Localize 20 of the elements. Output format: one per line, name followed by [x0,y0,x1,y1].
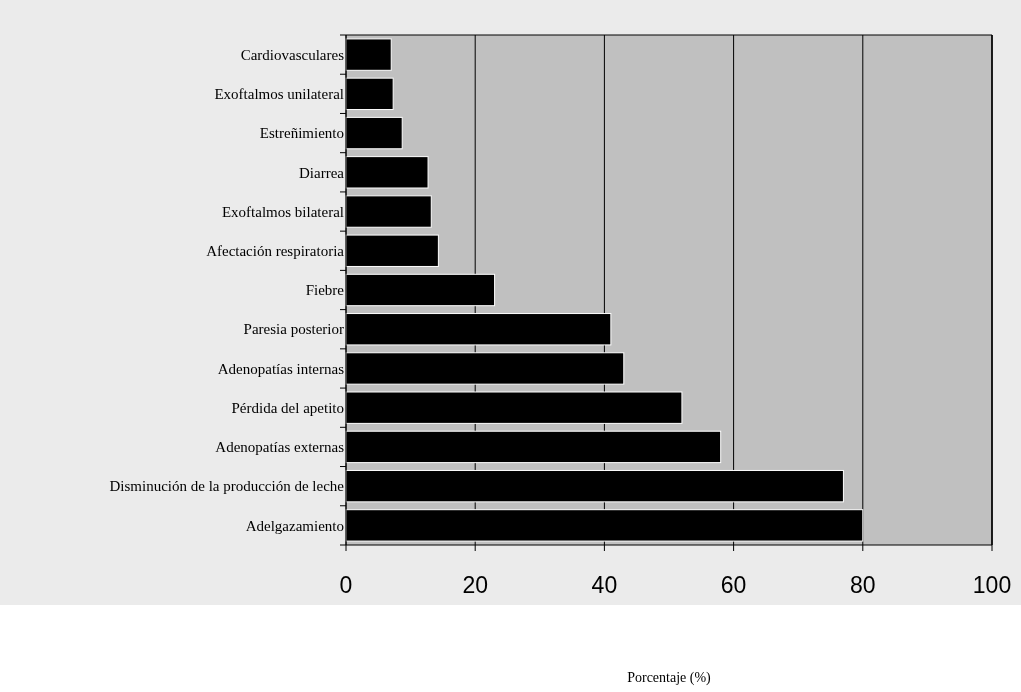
y-tick-label: Afectación respiratoria [206,243,345,260]
y-tick-label: Pérdida del apetito [231,399,344,416]
x-tick-label: 60 [720,572,747,598]
y-tick-label: Adelgazamiento [245,517,344,534]
y-tick-label: Exoftalmos unilateral [214,86,344,103]
y-tick-label: Disminución de la producción de leche [109,478,345,495]
text: Porcentaje (%) [627,670,712,686]
x-tick-label: 80 [850,572,876,598]
x-tick-label: 100 [972,572,1012,598]
y-tick-label: Fiebre [305,282,345,299]
y-tick-label: Cardiovasculares [240,46,345,63]
x-tick-label: 0 [339,572,353,598]
y-tick-label: Paresia posterior [243,321,344,338]
y-tick-label: Adenopatías internas [217,360,345,377]
y-tick-label: Adenopatías externas [215,439,345,456]
y-tick-label: Exoftalmos bilateral [221,203,344,220]
y-tick-label: Estreñimiento [259,125,344,142]
x-tick-label: 40 [591,572,618,598]
x-tick-label: 20 [462,572,488,598]
y-tick-label: Diarrea [299,164,345,181]
